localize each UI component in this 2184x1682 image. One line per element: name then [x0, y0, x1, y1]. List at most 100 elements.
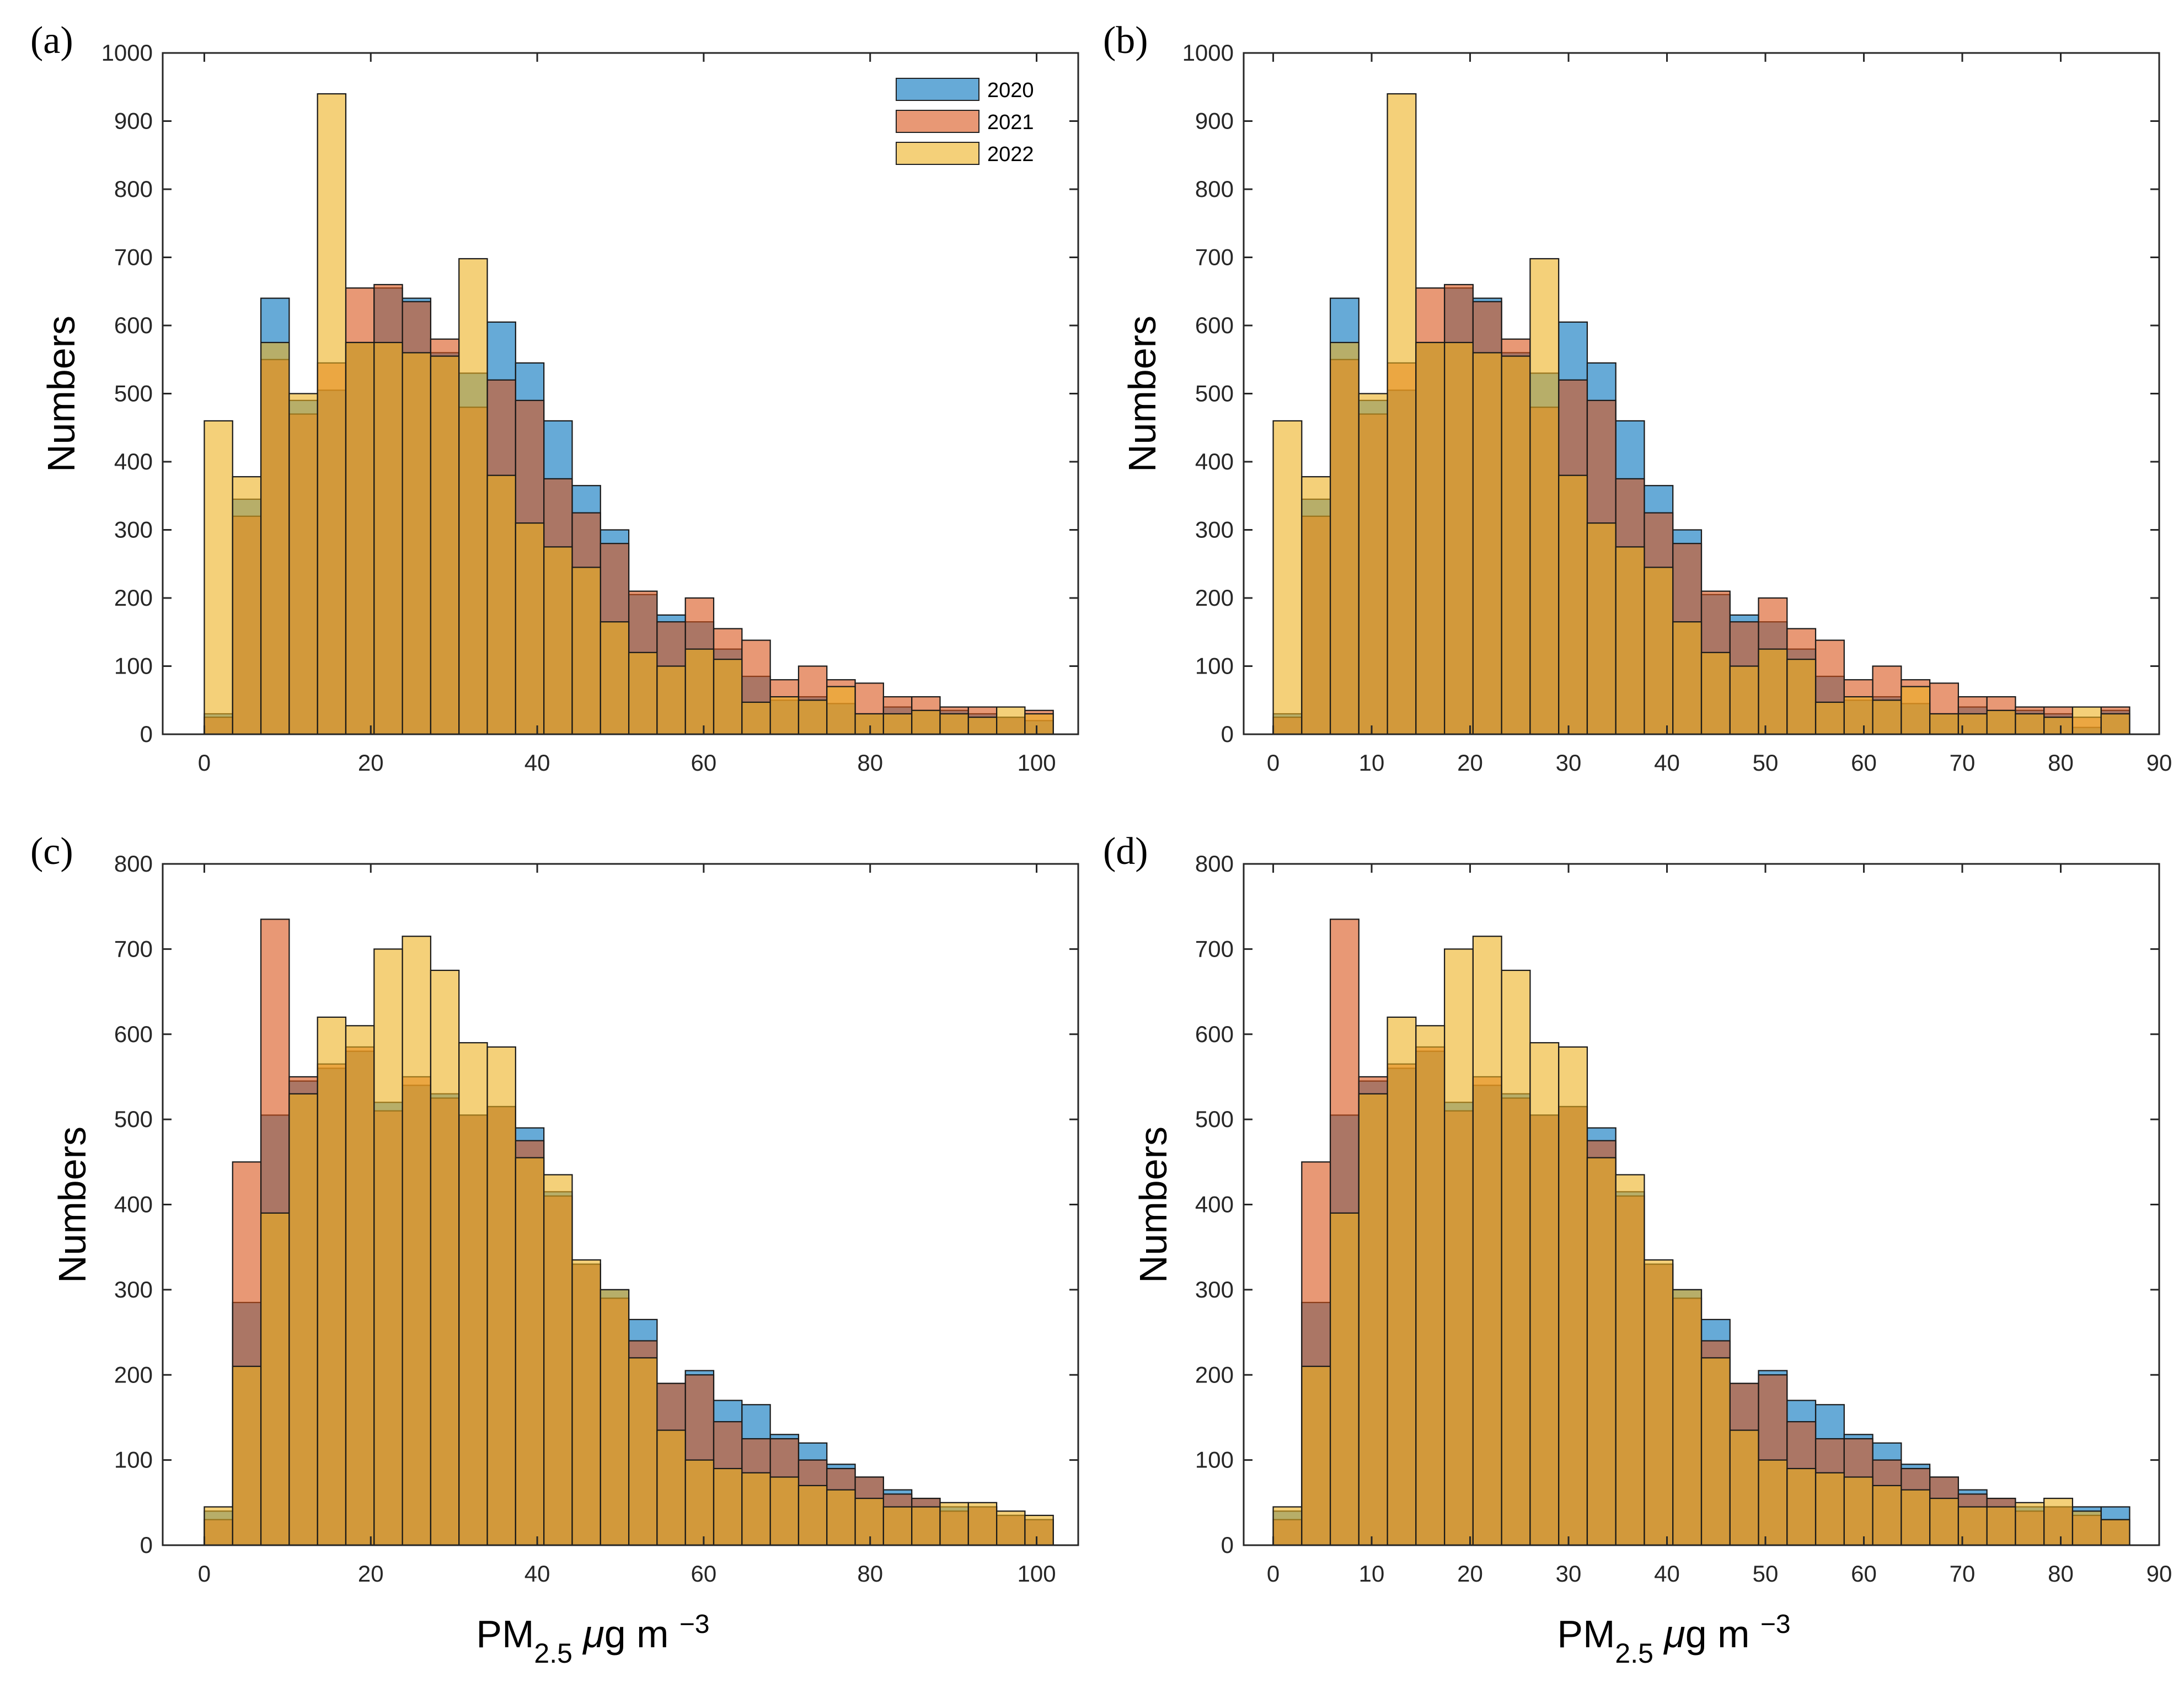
bar-a-2022-24 [882, 713, 913, 735]
bar-c-2022-13 [571, 1259, 601, 1546]
bar-c-2022-22 [826, 1489, 856, 1546]
bar-b-2022-4 [1387, 93, 1417, 735]
bar-c-2022-29 [1024, 1514, 1054, 1546]
bar-b-2022-6 [1444, 341, 1474, 735]
bar-a-2022-7 [402, 352, 432, 735]
ytick-label-a-200: 200 [114, 585, 153, 611]
xtick-label-a-0: 0 [198, 750, 211, 776]
bar-b-2022-5 [1415, 341, 1446, 735]
bar-c-2022-16 [656, 1429, 686, 1546]
bar-d-2022-9 [1529, 1042, 1560, 1546]
bar-b-2022-11 [1586, 522, 1616, 735]
bar-c-2022-24 [882, 1506, 913, 1546]
bar-c-2022-28 [996, 1510, 1026, 1546]
bar-d-2022-7 [1472, 936, 1502, 1546]
legend-swatch-2021 [896, 110, 979, 133]
bar-d-2022-2 [1329, 1212, 1359, 1546]
ytick-label-d-400: 400 [1195, 1192, 1234, 1218]
xtick-label-b-30: 30 [1556, 750, 1582, 776]
bar-a-2022-2 [260, 341, 290, 735]
bar-c-2022-20 [769, 1476, 800, 1546]
xtick-label-d-10: 10 [1359, 1561, 1385, 1587]
ytick-label-b-300: 300 [1195, 517, 1234, 543]
bar-b-2022-1 [1301, 476, 1331, 735]
bar-c-2022-12 [543, 1174, 573, 1546]
xtick-label-c-0: 0 [198, 1561, 211, 1587]
bar-c-2022-14 [599, 1289, 630, 1546]
xtick-label-c-100: 100 [1018, 1561, 1056, 1587]
ytick-label-a-500: 500 [114, 381, 153, 407]
xtick-label-b-20: 20 [1457, 750, 1483, 776]
bar-c-2022-5 [345, 1025, 375, 1546]
bar-c-2022-19 [741, 1472, 771, 1546]
ytick-label-d-100: 100 [1195, 1447, 1234, 1473]
xtick-label-d-20: 20 [1457, 1561, 1483, 1587]
bar-d-2022-20 [1843, 1476, 1873, 1546]
xtick-label-b-60: 60 [1851, 750, 1877, 776]
bar-c-2022-2 [260, 1212, 290, 1546]
ytick-label-b-100: 100 [1195, 653, 1234, 679]
bar-a-2022-10 [486, 474, 516, 735]
xtick-label-d-40: 40 [1654, 1561, 1680, 1587]
bar-d-2022-28 [2071, 1510, 2102, 1546]
bar-a-2022-22 [826, 686, 856, 735]
xtick-label-c-60: 60 [691, 1561, 717, 1587]
bar-d-2022-13 [1644, 1259, 1674, 1546]
bar-d-2022-3 [1358, 1093, 1388, 1546]
bar-d-2022-11 [1586, 1157, 1616, 1546]
bar-a-2022-19 [741, 701, 771, 735]
bar-b-2022-22 [1901, 686, 1931, 735]
ytick-label-c-700: 700 [114, 936, 153, 962]
bar-c-2022-23 [854, 1497, 884, 1546]
ytick-label-c-600: 600 [114, 1021, 153, 1047]
legend-label-2022: 2022 [987, 143, 1034, 166]
bar-a-2022-5 [345, 341, 375, 735]
bar-a-2022-17 [684, 648, 715, 735]
ytick-label-a-800: 800 [114, 176, 153, 202]
ytick-label-b-1000: 1000 [1182, 40, 1234, 66]
xtick-label-b-0: 0 [1267, 750, 1280, 776]
ytick-label-b-200: 200 [1195, 585, 1234, 611]
bar-a-2022-23 [854, 713, 884, 735]
bar-d-2022-6 [1444, 948, 1474, 1546]
ytick-label-a-1000: 1000 [101, 40, 153, 66]
bar-d-2022-22 [1901, 1489, 1931, 1546]
bar-d-2022-0 [1272, 1506, 1303, 1546]
ytick-label-c-200: 200 [114, 1361, 153, 1387]
bar-d-2022-26 [2015, 1502, 2045, 1546]
xtick-label-b-10: 10 [1359, 750, 1385, 776]
bar-b-2022-15 [1700, 652, 1731, 735]
bar-c-2022-25 [911, 1506, 941, 1546]
bar-c-2022-21 [797, 1485, 828, 1546]
bar-a-2022-28 [996, 706, 1026, 735]
bar-c-2022-10 [486, 1046, 516, 1546]
bar-c-2022-6 [373, 948, 403, 1546]
bar-d-2022-18 [1786, 1467, 1817, 1546]
legend-swatch-2020 [896, 78, 979, 101]
bar-a-2022-26 [939, 713, 969, 735]
bar-b-2022-16 [1729, 665, 1759, 735]
bar-b-2022-9 [1529, 258, 1560, 735]
bar-c-2022-15 [628, 1357, 658, 1546]
ytick-label-d-500: 500 [1195, 1106, 1234, 1132]
bar-a-2022-25 [911, 709, 941, 735]
xtick-label-c-40: 40 [524, 1561, 550, 1587]
xtick-label-b-50: 50 [1753, 750, 1779, 776]
ytick-label-d-0: 0 [1221, 1532, 1234, 1558]
panel-b-bars [1272, 93, 2131, 735]
bar-a-2022-13 [571, 567, 601, 735]
bar-b-2022-2 [1329, 341, 1359, 735]
bar-b-2022-8 [1501, 355, 1531, 735]
ytick-label-a-600: 600 [114, 312, 153, 338]
bar-c-2022-8 [430, 969, 460, 1546]
bar-b-2022-29 [2100, 713, 2131, 735]
bar-a-2022-4 [317, 93, 347, 735]
panel-d-bars [1272, 919, 2131, 1546]
panel-d-xlabel: PM2.5 μg m −3 [1557, 1610, 1790, 1669]
bar-b-2022-26 [2015, 713, 2045, 735]
xtick-label-a-80: 80 [857, 750, 883, 776]
bar-c-2022-0 [204, 1506, 233, 1546]
bar-d-2022-1 [1301, 1365, 1331, 1546]
xtick-label-d-80: 80 [2048, 1561, 2074, 1587]
